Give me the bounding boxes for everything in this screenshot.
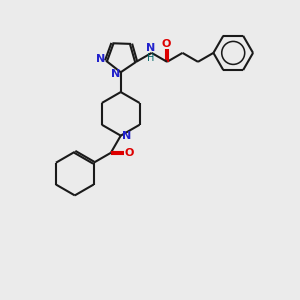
Text: N: N [122,131,131,141]
Text: O: O [161,39,171,49]
Text: N: N [111,69,120,79]
Text: N: N [146,43,155,53]
Text: H: H [147,53,154,63]
Text: O: O [125,148,134,158]
Text: N: N [97,54,106,64]
